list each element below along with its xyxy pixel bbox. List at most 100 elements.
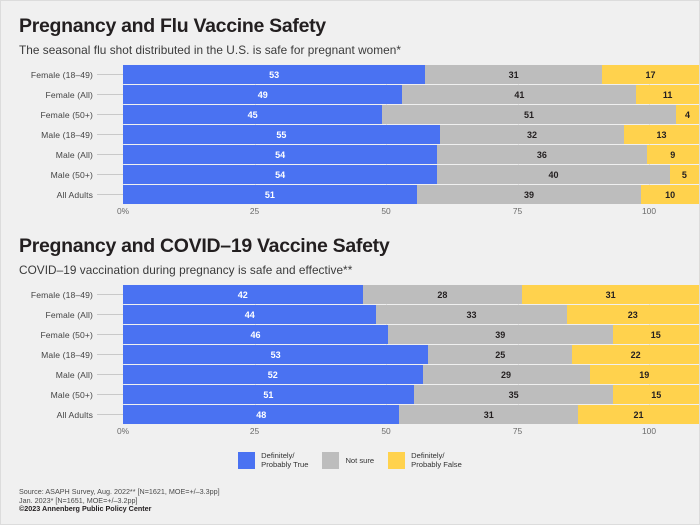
stacked-bar: 55 32 13 xyxy=(123,125,699,144)
chart-row: Male (50+) 54 40 5 xyxy=(1,165,699,184)
chart-row: Male (18–49) 55 32 13 xyxy=(1,125,699,144)
row-category-label: Female (18–49) xyxy=(30,69,93,80)
panel-subtitle-covid: COVID–19 vaccination during pregnancy is… xyxy=(19,263,353,277)
source-line-2: Jan. 2023* [N=1651, MOE=+/–3.2pp] xyxy=(19,495,138,505)
bar-segment-false: 17 xyxy=(602,65,699,84)
stacked-bar: 54 36 9 xyxy=(123,145,699,164)
label-leader-line xyxy=(97,414,123,415)
chart-row: Male (All) 54 36 9 xyxy=(1,145,699,164)
bar-segment-true: 48 xyxy=(123,405,400,424)
chart-row: Female (50+) 46 39 15 xyxy=(1,325,699,344)
bar-segment-unsure: 25 xyxy=(428,345,573,364)
chart-row: Male (18–49) 53 25 22 xyxy=(1,345,699,364)
bar-segment-unsure: 40 xyxy=(437,165,670,184)
bar-segment-true: 52 xyxy=(123,365,423,384)
bar-segment-true: 45 xyxy=(123,105,383,124)
x-axis-tick-label: 100 xyxy=(642,426,656,436)
bar-segment-unsure: 31 xyxy=(425,65,603,84)
row-category-label: Male (18–49) xyxy=(41,129,93,140)
legend-item-false[interactable]: Definitely/ Probably False xyxy=(388,451,462,469)
bar-segment-false: 31 xyxy=(522,285,699,304)
bar-segment-unsure: 36 xyxy=(437,145,647,164)
row-category-label: All Adults xyxy=(56,409,93,420)
bar-segment-unsure: 32 xyxy=(439,125,625,144)
label-leader-line xyxy=(97,174,123,175)
bar-segment-false: 15 xyxy=(613,385,699,404)
label-leader-line xyxy=(97,194,123,195)
x-axis-covid: 0% 25 50 75 100 xyxy=(117,425,656,439)
bar-segment-true: 53 xyxy=(123,345,429,364)
legend-item-true[interactable]: Definitely/ Probably True xyxy=(238,451,308,469)
stacked-bar: 46 39 15 xyxy=(123,325,699,344)
chart-legend: Definitely/ Probably True Not sure Definit… xyxy=(1,451,699,469)
chart-row: Male (50+) 51 35 15 xyxy=(1,385,699,404)
x-axis-tick-label: 100 xyxy=(642,206,656,216)
row-category-label: All Adults xyxy=(56,189,93,200)
label-leader-line xyxy=(97,354,123,355)
bar-segment-true: 54 xyxy=(123,145,438,164)
bar-segment-true: 54 xyxy=(123,165,438,184)
x-axis-tick-label: 25 xyxy=(249,206,260,216)
x-axis-tick-label: 50 xyxy=(381,426,391,436)
x-axis-tick-label: 75 xyxy=(512,206,523,216)
chart-row: Female (All) 49 41 11 xyxy=(1,85,699,104)
label-leader-line xyxy=(97,154,123,155)
stacked-bar: 45 51 4 xyxy=(123,105,699,124)
chart-row: Female (18–49) 42 28 31 xyxy=(1,285,699,304)
label-leader-line xyxy=(97,94,123,95)
chart-row: Female (All) 44 33 23 xyxy=(1,305,699,324)
row-category-label: Male (50+) xyxy=(50,169,93,180)
legend-item-unsure[interactable]: Not sure xyxy=(322,451,375,469)
bar-segment-false: 19 xyxy=(589,365,699,384)
row-category-label: Female (All) xyxy=(45,89,93,100)
legend-swatch-false xyxy=(388,451,406,469)
source-line-1: Source: ASAPH Survey, Aug. 2022** [N=162… xyxy=(19,487,220,497)
bar-segment-false: 9 xyxy=(646,145,699,164)
row-category-label: Female (50+) xyxy=(40,109,93,120)
panel-covid: Pregnancy and COVID–19 Vaccine Safety CO… xyxy=(1,235,699,439)
chart-row: All Adults 51 39 10 xyxy=(1,185,699,204)
row-category-label: Female (18–49) xyxy=(30,289,93,300)
label-leader-line xyxy=(97,314,123,315)
bar-segment-unsure: 35 xyxy=(413,385,614,404)
stacked-bar: 44 33 23 xyxy=(123,305,699,324)
bar-segment-false: 23 xyxy=(566,305,699,324)
chart-row: Female (50+) 45 51 4 xyxy=(1,105,699,124)
stacked-bar: 51 35 15 xyxy=(123,385,699,404)
x-axis-tick-label: 25 xyxy=(249,426,260,436)
stacked-bar: 48 31 21 xyxy=(123,405,699,424)
bar-segment-true: 55 xyxy=(123,125,440,144)
panel-flu: Pregnancy and Flu Vaccine Safety The sea… xyxy=(1,15,699,219)
label-leader-line xyxy=(97,74,123,75)
bar-segment-true: 51 xyxy=(123,385,414,404)
legend-swatch-true xyxy=(238,451,256,469)
bar-segment-unsure: 41 xyxy=(402,85,637,104)
page-title-flu: Pregnancy and Flu Vaccine Safety xyxy=(19,15,326,37)
bar-segment-false: 13 xyxy=(624,125,699,144)
chart-row: All Adults 48 31 21 xyxy=(1,405,699,424)
bar-segment-true: 51 xyxy=(123,185,417,204)
chart-row: Female (18–49) 53 31 17 xyxy=(1,65,699,84)
bar-segment-true: 49 xyxy=(123,85,403,104)
page-title-covid: Pregnancy and COVID–19 Vaccine Safety xyxy=(19,235,390,257)
bar-segment-false: 10 xyxy=(641,185,699,204)
x-axis-flu: 0% 25 50 75 100 xyxy=(117,205,656,219)
bar-segment-false: 15 xyxy=(612,325,699,344)
bar-segment-unsure: 39 xyxy=(387,325,613,344)
bar-segment-unsure: 39 xyxy=(416,185,642,204)
x-axis-tick-label: 0% xyxy=(116,206,130,216)
chart-row: Male (All) 52 29 19 xyxy=(1,365,699,384)
panel-subtitle-flu: The seasonal flu shot distributed in the… xyxy=(19,43,402,57)
row-category-label: Male (All) xyxy=(55,149,93,160)
legend-label-false: Definitely/ Probably False xyxy=(411,451,462,469)
bar-segment-true: 46 xyxy=(123,325,388,344)
stacked-bar: 54 40 5 xyxy=(123,165,699,184)
legend-swatch-unsure xyxy=(322,451,340,469)
bar-segment-unsure: 29 xyxy=(422,365,590,384)
chart-covid: Female (18–49) 42 28 31 Female (All) 44 33 23 Fe… xyxy=(1,285,699,439)
chart-rows-covid: Female (18–49) 42 28 31 Female (All) 44 33 23 Fe… xyxy=(1,285,699,424)
legend-label-unsure: Not sure xyxy=(345,455,375,465)
bar-segment-unsure: 31 xyxy=(399,405,579,424)
row-category-label: Male (All) xyxy=(55,369,93,380)
row-category-label: Female (50+) xyxy=(40,329,93,340)
